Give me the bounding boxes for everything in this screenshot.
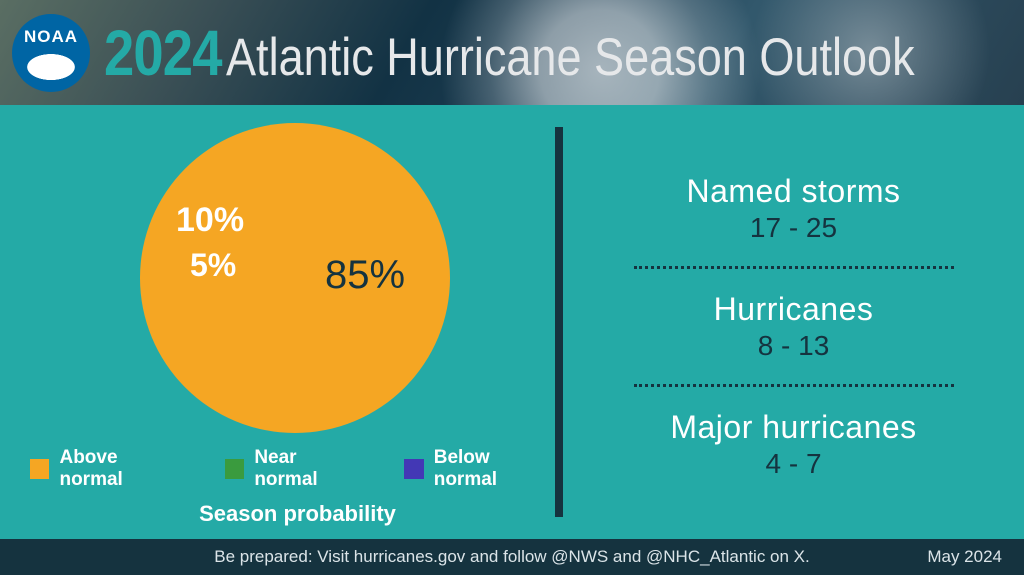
pie-chart: 85% 10% 5% [140, 123, 450, 433]
footer-date: May 2024 [927, 547, 1002, 567]
legend-item-below: Below normal [404, 447, 555, 491]
pie-caption: Season probability [0, 501, 555, 527]
title-year: 2024 [104, 16, 222, 90]
pie-label-below: 5% [190, 247, 236, 284]
stat-label: Hurricanes [714, 291, 874, 328]
main-content: 85% 10% 5% Above normal Near normal Belo… [0, 105, 1024, 539]
pie-label-above: 85% [325, 253, 405, 298]
footer-text: Be prepared: Visit hurricanes.gov and fo… [214, 547, 809, 567]
legend-label-above: Above normal [59, 447, 182, 491]
swatch-near [225, 459, 244, 479]
swatch-below [404, 459, 423, 479]
stat-divider [634, 266, 954, 269]
stat-label: Major hurricanes [670, 409, 916, 446]
stat-hurricanes: Hurricanes 8 - 13 [714, 291, 874, 362]
legend-item-above: Above normal [30, 447, 183, 491]
noaa-logo: NOAA [12, 14, 90, 92]
stats-panel: Named storms 17 - 25 Hurricanes 8 - 13 M… [563, 105, 1024, 539]
pie-panel: 85% 10% 5% Above normal Near normal Belo… [0, 105, 555, 539]
stat-label: Named storms [686, 173, 900, 210]
vertical-divider [555, 127, 563, 517]
legend-label-below: Below normal [434, 447, 555, 491]
stat-divider [634, 384, 954, 387]
stat-value: 4 - 7 [670, 448, 916, 480]
stat-value: 17 - 25 [686, 212, 900, 244]
footer-bar: Be prepared: Visit hurricanes.gov and fo… [0, 539, 1024, 575]
header-banner: NOAA 2024 Atlantic Hurricane Season Outl… [0, 0, 1024, 105]
legend-label-near: Near normal [254, 447, 362, 491]
stat-named-storms: Named storms 17 - 25 [686, 173, 900, 244]
stat-value: 8 - 13 [714, 330, 874, 362]
legend-item-near: Near normal [225, 447, 362, 491]
pie-legend: Above normal Near normal Below normal [30, 447, 555, 491]
stat-major-hurricanes: Major hurricanes 4 - 7 [670, 409, 916, 480]
pie-label-near: 10% [176, 201, 244, 240]
noaa-logo-text: NOAA [24, 27, 78, 47]
swatch-above [30, 459, 49, 479]
title-text: Atlantic Hurricane Season Outlook [226, 27, 915, 88]
page-title: 2024 Atlantic Hurricane Season Outlook [104, 16, 1024, 90]
